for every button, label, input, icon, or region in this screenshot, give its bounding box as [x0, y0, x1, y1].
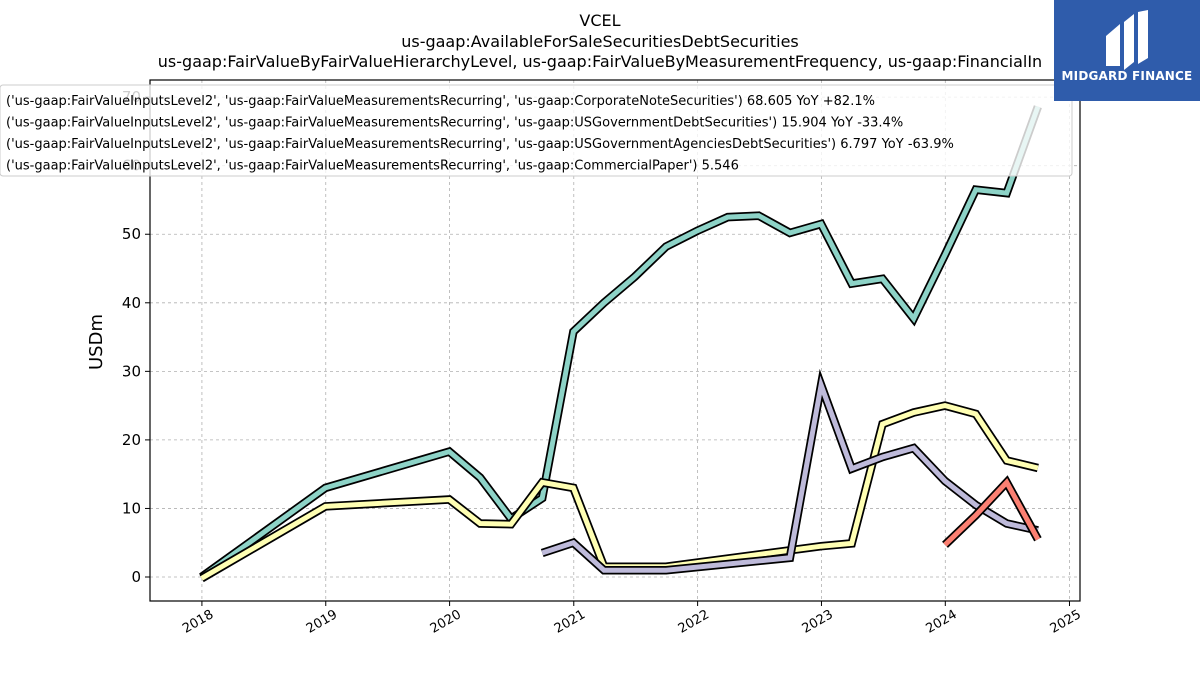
- legend-entry: ('us-gaap:FairValueInputsLevel2', 'us-ga…: [6, 116, 903, 131]
- legend: ('us-gaap:FairValueInputsLevel2', 'us-ga…: [0, 84, 1073, 177]
- legend-box: [0, 84, 1073, 177]
- x-tick-label: 2022: [676, 607, 712, 637]
- legend-entry: ('us-gaap:FairValueInputsLevel2', 'us-ga…: [6, 159, 739, 174]
- series-line-3: [943, 478, 1041, 547]
- logo-text: MIDGARD FINANCE: [1061, 69, 1193, 83]
- series-line-2: [541, 375, 1039, 573]
- y-axis-label: USDm: [86, 314, 107, 370]
- midgard-mark-icon: [1106, 10, 1148, 70]
- legend-entry: ('us-gaap:FairValueInputsLevel2', 'us-ga…: [6, 94, 875, 109]
- series-line-0: [200, 105, 1041, 580]
- y-tick-label: 0: [131, 568, 141, 586]
- legend-entry: ('us-gaap:FairValueInputsLevel2', 'us-ga…: [6, 137, 954, 152]
- midgard-finance-logo: MIDGARD FINANCE: [1054, 0, 1200, 101]
- x-tick-label: 2024: [923, 607, 959, 637]
- plot-frame: [149, 79, 1081, 602]
- x-tick-label: 2018: [180, 607, 216, 637]
- chart-title-line-1: VCEL: [579, 11, 621, 30]
- series-outline-1: [199, 401, 1039, 583]
- y-tick-label: 20: [122, 431, 141, 449]
- x-tick-label: 2023: [800, 607, 836, 637]
- series-lines: [199, 105, 1042, 583]
- x-tick-label: 2019: [304, 607, 340, 637]
- x-tick-label: 2025: [1048, 607, 1084, 637]
- y-tick-label: 40: [122, 294, 141, 312]
- x-tick-label: 2020: [428, 607, 464, 637]
- x-tick-label: 2021: [552, 607, 588, 637]
- chart-title-line-2: us-gaap:AvailableForSaleSecuritiesDebtSe…: [401, 32, 799, 51]
- y-tick-label: 50: [122, 225, 141, 243]
- series-line-1: [200, 403, 1039, 581]
- y-tick-label: 10: [122, 499, 141, 517]
- chart-title-line-3: us-gaap:FairValueByFairValueHierarchyLev…: [157, 52, 1043, 71]
- y-tick-label: 30: [122, 362, 141, 380]
